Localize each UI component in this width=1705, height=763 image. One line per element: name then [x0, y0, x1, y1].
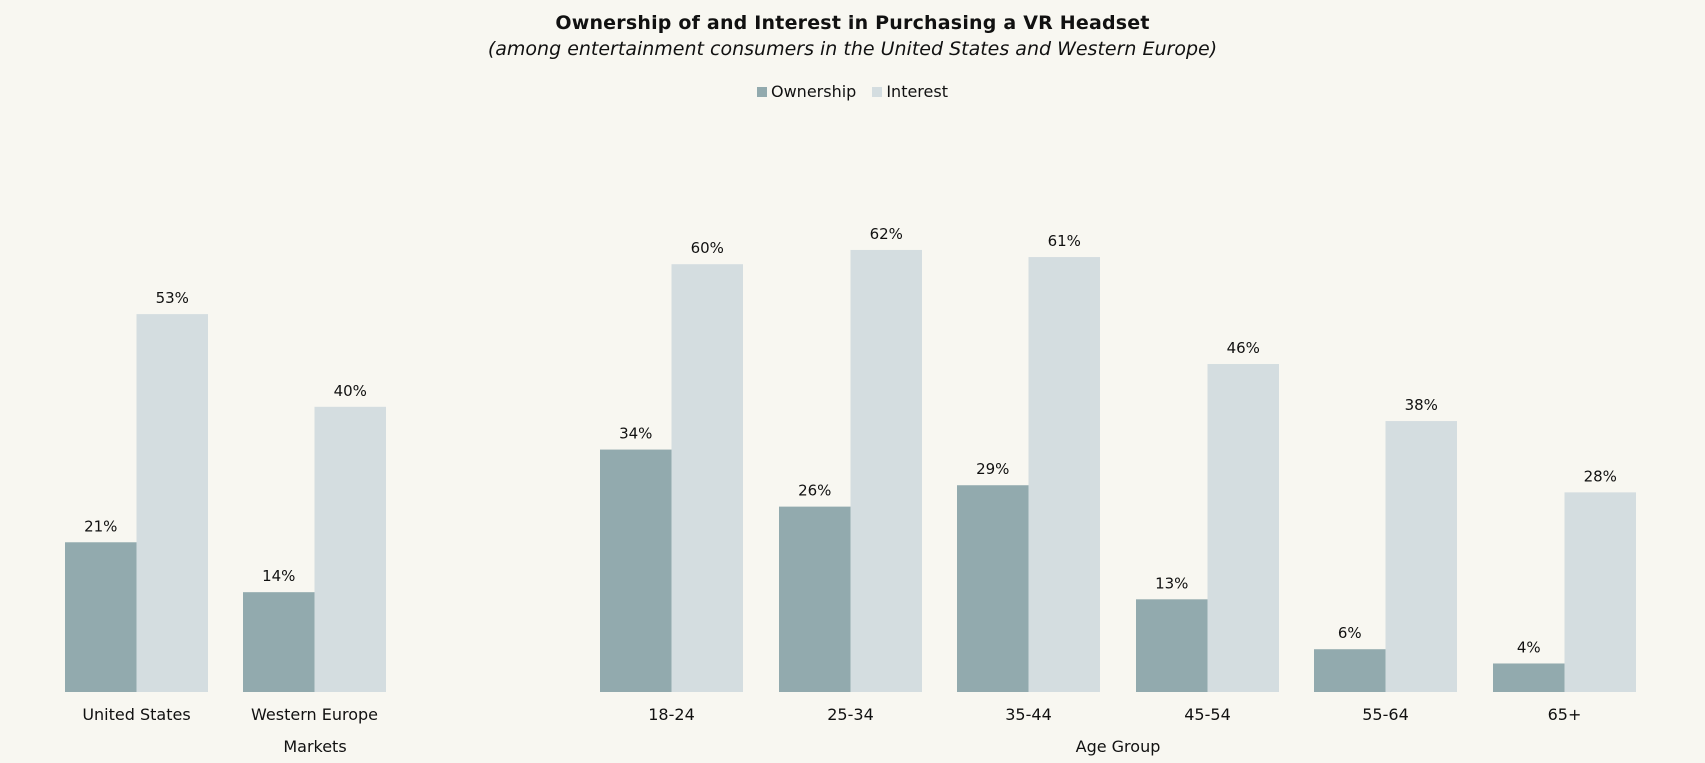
- bar-ownership-65: [1493, 663, 1565, 692]
- x-tick-label-25-34: 25-34: [827, 705, 874, 724]
- data-label-interest-25-34: 62%: [870, 225, 903, 243]
- x-axis-label-age-group: Age Group: [1076, 737, 1161, 756]
- chart-title: Ownership of and Interest in Purchasing …: [555, 12, 1150, 34]
- data-label-interest-18-24: 60%: [691, 239, 724, 257]
- bar-interest-18-24: [671, 264, 743, 692]
- bar-interest-45-54: [1207, 364, 1279, 692]
- bar-interest-55-64: [1385, 421, 1457, 692]
- x-tick-label-65: 65+: [1548, 705, 1582, 724]
- bar-ownership-55-64: [1314, 649, 1386, 692]
- data-label-ownership-18-24: 34%: [619, 425, 652, 443]
- bar-ownership-united-states: [65, 542, 137, 692]
- bar-interest-united-states: [136, 314, 208, 692]
- bar-ownership-western-europe: [243, 592, 315, 692]
- legend-swatch-interest: [872, 86, 883, 97]
- data-label-interest-western-europe: 40%: [334, 382, 367, 400]
- x-tick-label-18-24: 18-24: [648, 705, 695, 724]
- bar-ownership-45-54: [1136, 599, 1208, 692]
- x-tick-label-western-europe: Western Europe: [251, 705, 378, 724]
- bar-interest-35-44: [1028, 257, 1100, 692]
- data-label-interest-55-64: 38%: [1405, 396, 1438, 414]
- data-label-ownership-western-europe: 14%: [262, 567, 295, 585]
- data-label-interest-45-54: 46%: [1227, 339, 1260, 357]
- bar-interest-25-34: [850, 249, 922, 692]
- bar-ownership-18-24: [600, 449, 672, 692]
- legend-item-ownership: Ownership: [757, 82, 856, 101]
- legend-label-interest: Interest: [886, 82, 948, 101]
- legend: Ownership Interest: [0, 82, 1705, 101]
- data-label-ownership-united-states: 21%: [84, 517, 117, 535]
- data-label-ownership-35-44: 29%: [976, 460, 1009, 478]
- legend-label-ownership: Ownership: [771, 82, 857, 101]
- data-label-ownership-25-34: 26%: [798, 482, 831, 500]
- data-label-ownership-65: 4%: [1517, 638, 1541, 656]
- data-label-interest-united-states: 53%: [156, 289, 189, 307]
- bar-ownership-35-44: [957, 485, 1029, 692]
- bar-interest-65: [1564, 492, 1636, 692]
- chart-subtitle: (among entertainment consumers in the Un…: [487, 38, 1218, 60]
- x-tick-label-45-54: 45-54: [1184, 705, 1231, 724]
- x-tick-label-35-44: 35-44: [1005, 705, 1052, 724]
- x-axis-label-markets: Markets: [283, 737, 346, 756]
- data-label-ownership-45-54: 13%: [1155, 574, 1188, 592]
- legend-swatch-ownership: [757, 86, 767, 97]
- data-label-ownership-55-64: 6%: [1338, 624, 1362, 642]
- data-label-interest-65: 28%: [1584, 467, 1617, 485]
- legend-item-interest: Interest: [872, 82, 948, 101]
- x-tick-label-55-64: 55-64: [1362, 705, 1409, 724]
- data-label-interest-35-44: 61%: [1048, 232, 1081, 250]
- bar-interest-western-europe: [314, 406, 386, 692]
- x-tick-label-united-states: United States: [82, 705, 190, 724]
- bar-ownership-25-34: [779, 506, 851, 692]
